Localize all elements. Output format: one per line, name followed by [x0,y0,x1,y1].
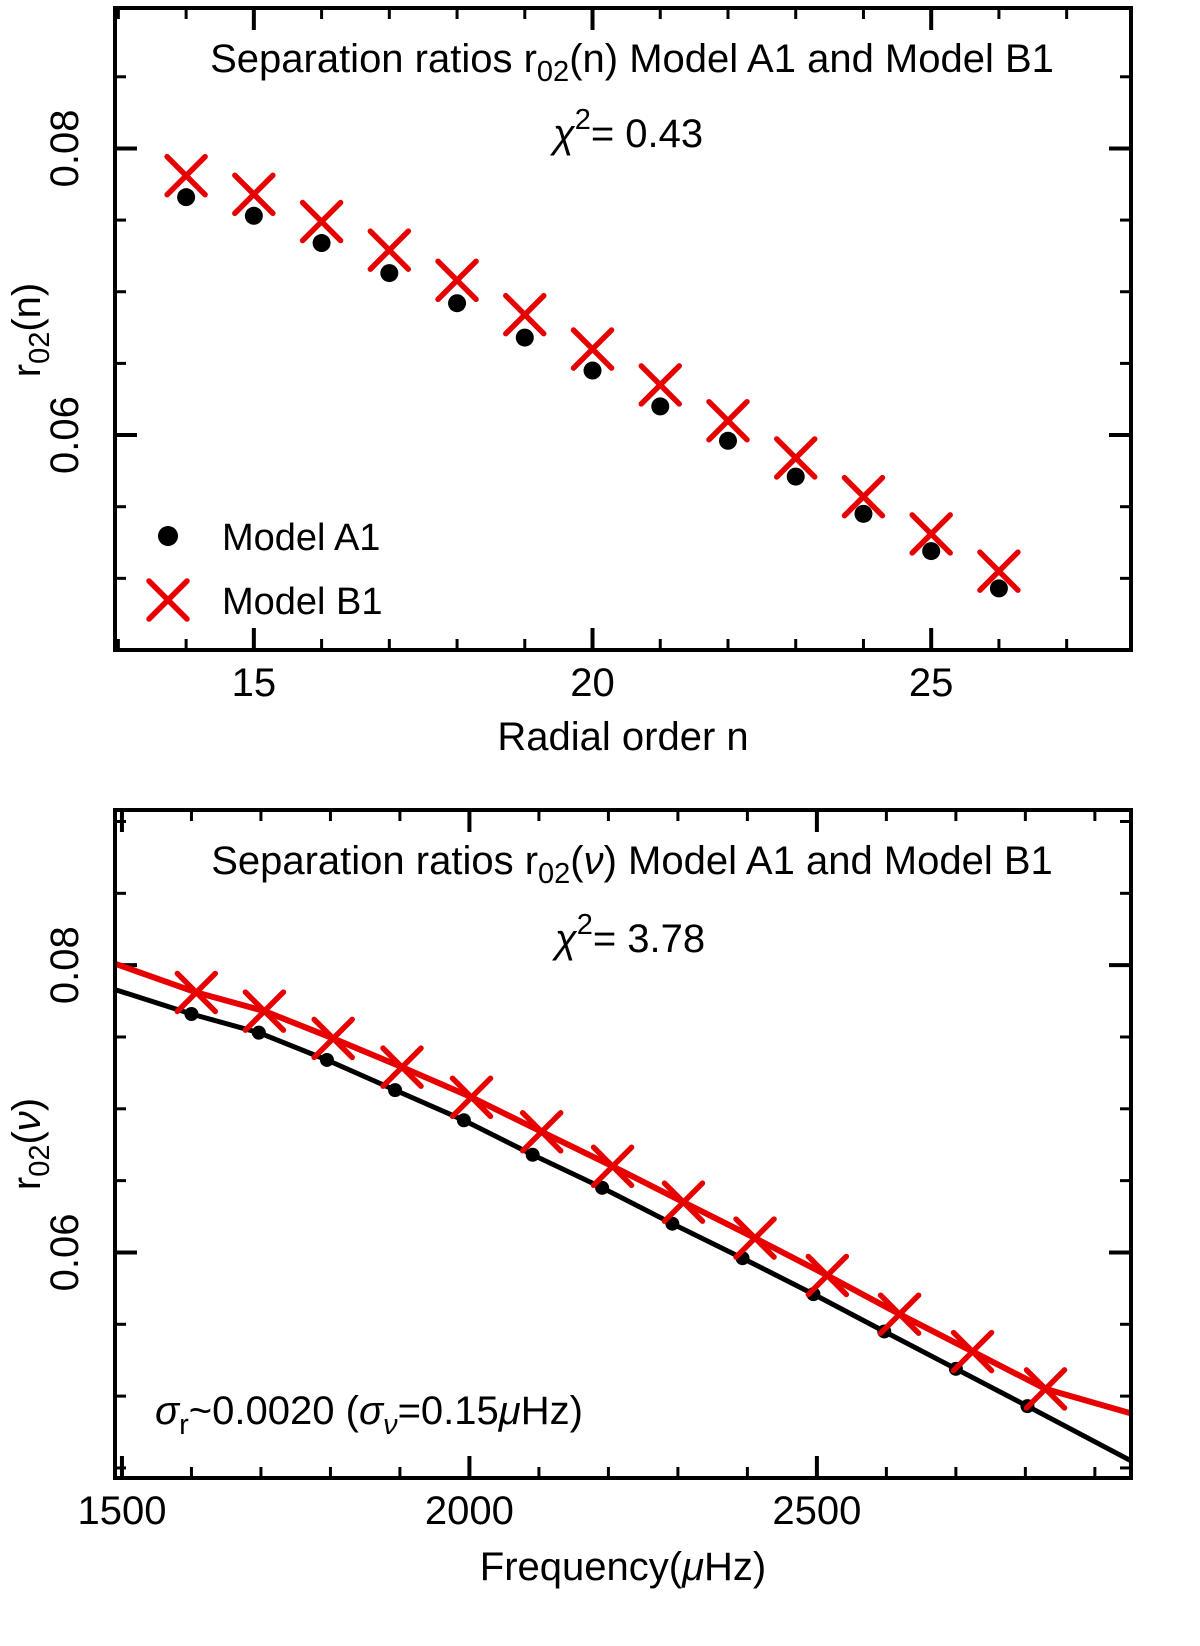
data-point-cross [590,1144,635,1189]
data-point-cross [638,363,683,407]
plot-frame [113,6,1133,652]
x-tick-label: 15 [232,661,277,705]
plot-frame [113,808,1133,1480]
data-point-dot [651,397,670,416]
data-point-dot [922,542,941,561]
p1-chi-squared-annotation: χ2= 0.43 [550,104,703,156]
data-point-cross [841,474,886,519]
x-tick-label: 2000 [425,1489,514,1533]
data-point-dot [184,1006,199,1021]
data-point-dot [380,264,399,283]
data-point-cross [733,1216,777,1260]
data-point-dot [595,1180,610,1195]
r02-vs-n-plot-area: 15 20 25 0.06 0.08 [43,8,1131,705]
y-tick-label: 0.08 [43,110,87,188]
data-point-dot [251,1025,266,1040]
data-point-cross [435,258,479,303]
p1-xaxis-title: Radial order n [497,715,748,759]
series-model-a1 [114,987,1133,1464]
data-point-dot [525,1147,540,1162]
legend-label-model-b1: Model B1 [222,581,383,623]
data-point-cross [299,199,344,244]
y-tick-label: 0.08 [43,926,87,1004]
x-tick-label: 1500 [77,1489,166,1533]
series-model-a1 [177,188,1008,598]
legend-cross-marker [146,578,190,622]
data-point-cross [164,153,208,198]
r02-vs-freq-plot-area: 1500 2000 2500 0.06 0.08 [43,810,1133,1533]
series-model-b1 [164,153,1021,593]
y-tick-label: 0.06 [43,396,87,474]
data-point-cross [519,1110,564,1154]
data-point-cross [311,1016,355,1061]
x-tick-label: 2500 [772,1489,861,1533]
data-point-dot [515,328,534,347]
p2-xaxis-title: Frequency(μHz) [480,1545,766,1589]
panel-top: Separation ratios r02(n) Model A1 and Mo… [5,6,1133,759]
p2-chi-squared-annotation: χ2= 3.78 [552,909,705,961]
p1-yaxis-title: r02(n) [5,283,56,377]
data-point-cross [570,327,615,371]
data-point-cross [1023,1367,1068,1411]
panel-bottom: Separation ratios r02(ν) Model A1 and Mo… [5,808,1133,1589]
data-point-dot [583,361,602,380]
y-tick-label: 0.06 [43,1214,87,1292]
data-point-dot [786,467,805,486]
data-point-dot [388,1083,403,1098]
legend-label-model-a1: Model A1 [222,517,380,559]
p2-sigma-annotation: σr~0.0020 (σν=0.15μHz) [155,1389,583,1441]
data-point-cross [174,970,219,1015]
data-point-dot [448,294,467,313]
data-point-dot [456,1113,471,1128]
x-tick-label: 25 [909,661,954,705]
data-point-cross [232,172,276,217]
p2-title: Separation ratios r02(ν) Model A1 and Mo… [211,839,1053,890]
data-point-cross [773,436,818,480]
data-point-cross [380,1045,424,1089]
series-model-b1 [114,960,1132,1417]
data-point-dot [312,234,331,253]
data-point-cross [242,989,287,1033]
data-point-dot [854,504,873,523]
data-point-cross [367,228,412,272]
data-point-dot [244,206,263,225]
data-point-dot [177,188,196,207]
data-point-cross [877,1292,922,1336]
data-point-dot [319,1052,334,1067]
p1-legend: Model A1 Model B1 [146,517,383,623]
data-point-cross [977,549,1021,593]
data-point-cross [661,1180,706,1224]
data-point-cross [805,1253,850,1298]
legend-dot-marker [158,526,178,546]
data-point-cross [909,512,953,556]
data-point-cross [503,292,547,337]
p1-title: Separation ratios r02(n) Model A1 and Mo… [210,37,1054,88]
data-point-dot [718,431,737,450]
data-point-cross [449,1075,494,1120]
data-point-dot [989,579,1008,598]
p2-yaxis-title: r02(ν) [5,1098,56,1190]
data-point-cross [950,1329,995,1374]
data-point-cross [706,398,750,443]
x-tick-label: 20 [570,661,615,705]
